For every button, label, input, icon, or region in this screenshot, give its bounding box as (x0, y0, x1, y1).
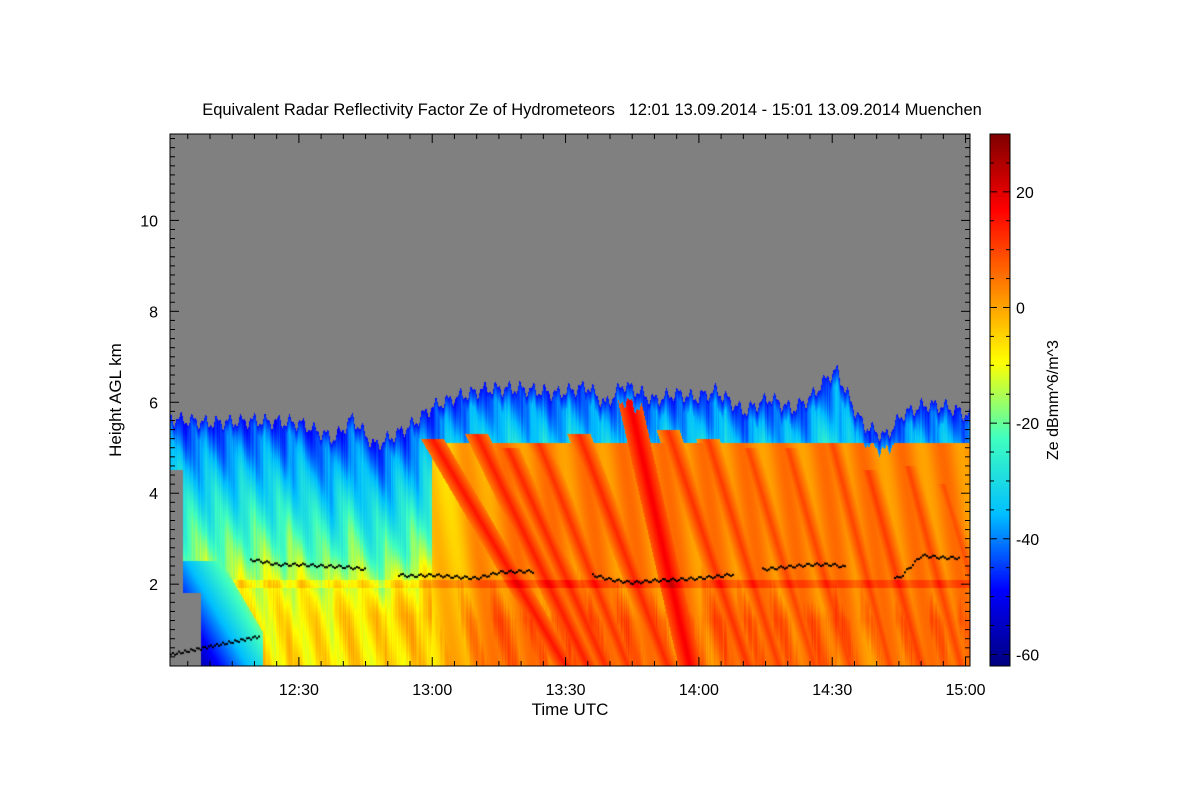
x-tick-label: 15:00 (946, 682, 986, 699)
plot-area (169, 133, 971, 667)
colorbar-tick-label: -40 (1016, 532, 1039, 549)
x-tick-label: 14:30 (812, 682, 852, 699)
reflectivity-heatmap (170, 134, 970, 666)
y-tick-label: 4 (149, 486, 158, 503)
x-axis-label: Time UTC (532, 700, 609, 719)
colorbar-tick-label: 0 (1016, 300, 1025, 317)
x-tick-label: 13:30 (546, 682, 586, 699)
y-tick-label: 8 (149, 304, 158, 321)
colorbar-axis: 20 0 -20 -40 -60 (990, 133, 1039, 664)
y-axis-label: Height AGL km (106, 343, 125, 457)
x-axis: 12:30 13:00 13:30 14:00 14:30 15:00 (187, 134, 986, 699)
x-tick-label: 13:00 (412, 682, 452, 699)
x-tick-label: 14:00 (679, 682, 719, 699)
colorbar-tick-label: 20 (1016, 185, 1034, 202)
colorbar-gradient (989, 133, 1011, 667)
y-tick-label: 6 (149, 395, 158, 412)
plot-frame (169, 133, 971, 667)
y-tick-label: 10 (140, 213, 158, 230)
x-tick-label: 12:30 (279, 682, 319, 699)
colorbar-tick-label: -20 (1016, 416, 1039, 433)
colorbar-tick-label: -60 (1016, 647, 1039, 664)
colorbar: 20 0 -20 -40 -60 Ze dBmm^6/m^3 (989, 133, 1062, 667)
y-axis: 2 4 6 8 10 (140, 138, 970, 658)
chart-title: Equivalent Radar Reflectivity Factor Ze … (202, 101, 982, 119)
colorbar-label: Ze dBmm^6/m^3 (1045, 340, 1062, 460)
y-tick-label: 2 (149, 577, 158, 594)
